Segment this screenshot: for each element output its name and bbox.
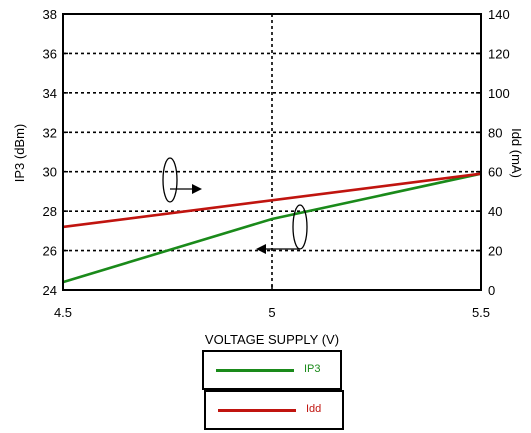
ticks-layer: 24 26 28 30 32 34 36 38 0 20 40 60 80 100 120 140 4.5 5 5.… (43, 7, 510, 320)
y-left-tick-label: 26 (43, 244, 57, 259)
y-right-tick-label: 120 (488, 46, 510, 61)
y-left-tick-label: 38 (43, 7, 57, 22)
x-axis-label: VOLTAGE SUPPLY (V) (205, 332, 339, 347)
legend-swatch-ip3 (216, 369, 294, 372)
y-right-tick-label: 60 (488, 165, 502, 180)
y-left-tick-label: 34 (43, 86, 57, 101)
y-left-tick-label: 36 (43, 46, 57, 61)
legend-label-ip3: IP3 (304, 363, 321, 375)
series-line-idd (62, 172, 482, 229)
y-right-tick-label: 80 (488, 125, 502, 140)
y-axis-right-label: Idd (mA) (509, 128, 524, 178)
legend-swatch-idd (218, 409, 296, 412)
y-left-tick-label: 30 (43, 165, 57, 180)
legend-entry-ip3: IP3 (202, 350, 342, 390)
x-tick-label: 4.5 (54, 305, 72, 320)
y-right-tick-label: 40 (488, 204, 502, 219)
series-line-ip3 (62, 172, 482, 284)
legend-entry-idd: Idd (204, 390, 344, 430)
y-axis-left-label: IP3 (dBm) (12, 124, 27, 183)
idd-axis-indicator (162, 157, 202, 203)
y-right-tick-label: 20 (488, 244, 502, 259)
y-right-tick-label: 100 (488, 86, 510, 101)
x-tick-label: 5 (268, 305, 275, 320)
x-tick-label: 5.5 (472, 305, 490, 320)
legend-label-idd: Idd (306, 403, 322, 415)
ip3-axis-indicator (256, 204, 308, 254)
y-left-tick-label: 24 (43, 283, 57, 298)
y-left-tick-label: 28 (43, 204, 57, 219)
y-left-tick-label: 32 (43, 125, 57, 140)
y-right-tick-label: 0 (488, 283, 495, 298)
grid (63, 14, 481, 290)
y-right-tick-label: 140 (488, 7, 510, 22)
series-layer (62, 172, 482, 284)
